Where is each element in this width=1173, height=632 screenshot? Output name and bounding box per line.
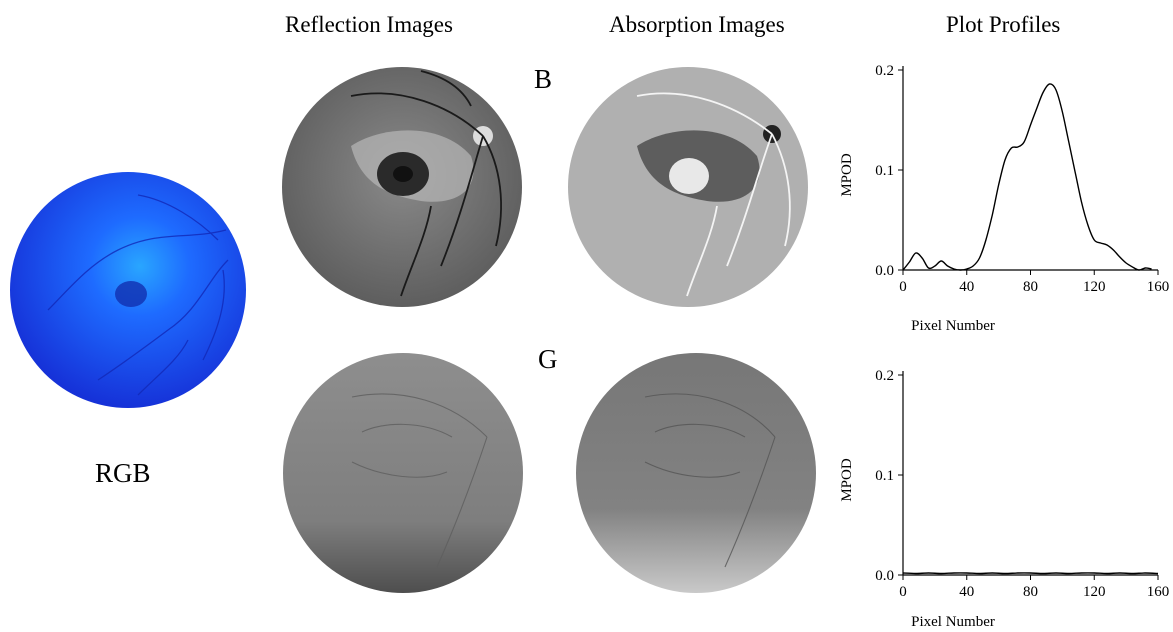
rgb-label: RGB [95,458,151,488]
reflection-image-g [283,353,523,593]
mpod-profile-line [902,83,1152,271]
plot-profiles-heading: Plot Profiles [946,12,1061,37]
absorption-image-b [568,67,808,307]
mpod-profile-line [902,572,1159,575]
y-tick-label: 0.2 [875,63,894,79]
plot-profile-g: 0 40 80 120 160 0.0 0.1 0.2 Pixel Number MPOD [839,368,1170,630]
y-tick-label: 0.0 [875,263,894,279]
rgb-fundus-image [10,172,246,408]
y-tick-label: 0.1 [875,163,894,179]
x-tick-label: 40 [959,584,974,600]
x-tick-label: 160 [1147,584,1170,600]
reflection-image-b [282,67,522,307]
row-label-b: B [534,64,553,94]
y-tick-label: 0.1 [875,468,894,484]
row-label-g: G [538,344,558,374]
absorption-image-g [576,353,816,593]
absorption-images-heading: Absorption Images [609,12,785,37]
y-axis-label: MPOD [839,458,855,502]
x-tick-label: 160 [1147,279,1170,295]
x-tick-label: 80 [1023,584,1038,600]
x-tick-label: 120 [1083,584,1106,600]
reflection-images-heading: Reflection Images [285,12,453,37]
x-axis-label: Pixel Number [911,318,995,334]
x-tick-label: 40 [959,279,974,295]
x-tick-label: 0 [899,279,907,295]
y-tick-label: 0.0 [875,568,894,584]
y-axis-label: MPOD [839,153,855,197]
x-tick-label: 80 [1023,279,1038,295]
x-axis-label: Pixel Number [911,614,995,630]
plot-profile-b: 0 40 80 120 160 0.0 0.1 0.2 Pixel Number MPOD [839,63,1170,334]
y-tick-label: 0.2 [875,368,894,384]
x-tick-label: 0 [899,584,907,600]
x-tick-label: 120 [1083,279,1106,295]
